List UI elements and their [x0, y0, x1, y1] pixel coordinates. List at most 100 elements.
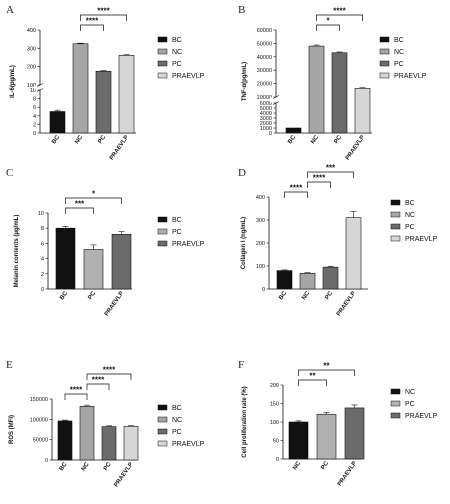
bar-praevlp: [354, 87, 371, 134]
legend-label: BC: [394, 37, 404, 44]
y-tick-label: 0: [41, 287, 44, 293]
panel-label-b: B: [238, 4, 245, 16]
x-tick-label: BC: [278, 290, 288, 301]
y-axis-label: Cell proliferation rate (%): [242, 386, 248, 457]
legend-label: BC: [405, 200, 415, 207]
y-tick-label: 3000: [260, 116, 272, 122]
significance-label: ****: [313, 174, 326, 183]
bar-praevlp: [123, 425, 139, 461]
legend-swatch: [379, 72, 390, 79]
significance-bracket: [86, 383, 110, 390]
y-tick-label: 60000: [257, 28, 272, 34]
y-tick-label: 0: [33, 131, 36, 137]
y-tick-label: 200: [270, 383, 279, 389]
legend-swatch: [390, 400, 401, 407]
x-tick-label: PRAEVLP: [104, 291, 125, 318]
x-tick-label: PC: [333, 134, 343, 145]
panel-label-e: E: [6, 359, 13, 371]
significance-label: **: [323, 362, 330, 371]
x-tick-label: NC: [301, 290, 311, 301]
y-tick-label: 100: [270, 420, 279, 426]
y-tick-label: 30000: [257, 68, 272, 74]
legend-swatch: [157, 440, 168, 447]
legend-label: PRAEVLP: [405, 413, 438, 420]
legend-label: PRAEVLP: [405, 236, 438, 243]
significance-bracket: [316, 14, 363, 21]
y-tick-label: 40000: [257, 55, 272, 61]
x-tick-label: PC: [103, 461, 113, 472]
y-tick-label: 100: [256, 264, 265, 270]
y-axis-label: IL-6(pg/mL): [10, 65, 16, 98]
significance-bracket: [298, 369, 355, 376]
legend-swatch: [157, 36, 168, 43]
y-tick-label: 2: [41, 272, 44, 278]
y-tick-label: 4000: [260, 111, 272, 117]
legend-swatch: [379, 48, 390, 55]
y-tick-label: 100000: [30, 417, 48, 423]
legend-label: NC: [172, 49, 182, 56]
legend-label: PRAEVLP: [172, 241, 205, 248]
bar-bc: [276, 270, 293, 290]
bar-nc: [79, 406, 95, 461]
significance-bracket: [86, 373, 132, 380]
legend-swatch: [390, 412, 401, 419]
legend-label: BC: [172, 37, 182, 44]
axis-break-mark: [36, 88, 44, 92]
x-tick-label: NC: [292, 460, 302, 471]
bar-nc: [308, 45, 325, 134]
panel-c: 0 2 4 6 8 10 Melanin contents (μg/mL) BC PC PRAEV…: [14, 190, 205, 318]
bar-nc: [288, 421, 309, 460]
y-tick-label: 50000: [257, 41, 272, 47]
y-tick-label: 150: [270, 402, 279, 408]
y-tick-label: 4: [41, 257, 44, 263]
x-tick-label: PRAEVLP: [336, 291, 357, 318]
significance-bracket: [316, 24, 340, 31]
legend-swatch: [157, 60, 168, 67]
significance-bracket: [307, 171, 354, 178]
significance-label: ****: [86, 17, 99, 26]
y-tick-label: 6000: [260, 101, 272, 107]
y-tick-label: 200: [256, 241, 265, 247]
x-tick-label: PRAEVLP: [345, 135, 366, 162]
bar-bc: [55, 227, 76, 290]
y-axis-label: ROS (MFI): [9, 415, 15, 444]
panel-label-d: D: [238, 167, 246, 179]
bar-praevlp: [345, 217, 362, 290]
legend-swatch: [157, 240, 168, 247]
legend-swatch: [157, 404, 168, 411]
y-tick-label: 100: [27, 83, 36, 89]
legend-swatch: [379, 60, 390, 67]
legend-label: NC: [172, 417, 182, 424]
bar-nc: [299, 273, 316, 290]
significance-label: *: [326, 17, 330, 26]
legend-label: PC: [405, 224, 415, 231]
bar-pc: [322, 266, 339, 290]
legend-swatch: [390, 388, 401, 395]
y-tick-label: 50: [273, 439, 279, 445]
x-tick-label: NC: [310, 134, 320, 145]
bar-nc: [72, 43, 89, 134]
x-tick-label: PRAEVLP: [113, 462, 134, 489]
legend-label: PC: [172, 429, 182, 436]
legend-swatch: [157, 72, 168, 79]
y-tick-label: 200: [27, 65, 36, 71]
y-tick-label: 1000: [260, 126, 272, 132]
legend-label: PC: [172, 61, 182, 68]
legend-label: NC: [405, 212, 415, 219]
y-tick-label: 8: [41, 226, 44, 232]
axis-break-mark: [272, 95, 280, 99]
significance-label: ****: [103, 366, 116, 375]
y-tick-label: 50000: [33, 438, 48, 444]
legend-label: NC: [405, 389, 415, 396]
legend-swatch: [157, 216, 168, 223]
y-axis-label: TNF-α(pg/mL): [242, 62, 248, 101]
legend-label: NC: [394, 49, 404, 56]
bar-bc: [57, 420, 73, 461]
x-tick-label: NC: [81, 461, 91, 472]
significance-label: ****: [290, 184, 303, 193]
significance-bracket: [80, 24, 104, 31]
bar-pc: [95, 70, 112, 134]
